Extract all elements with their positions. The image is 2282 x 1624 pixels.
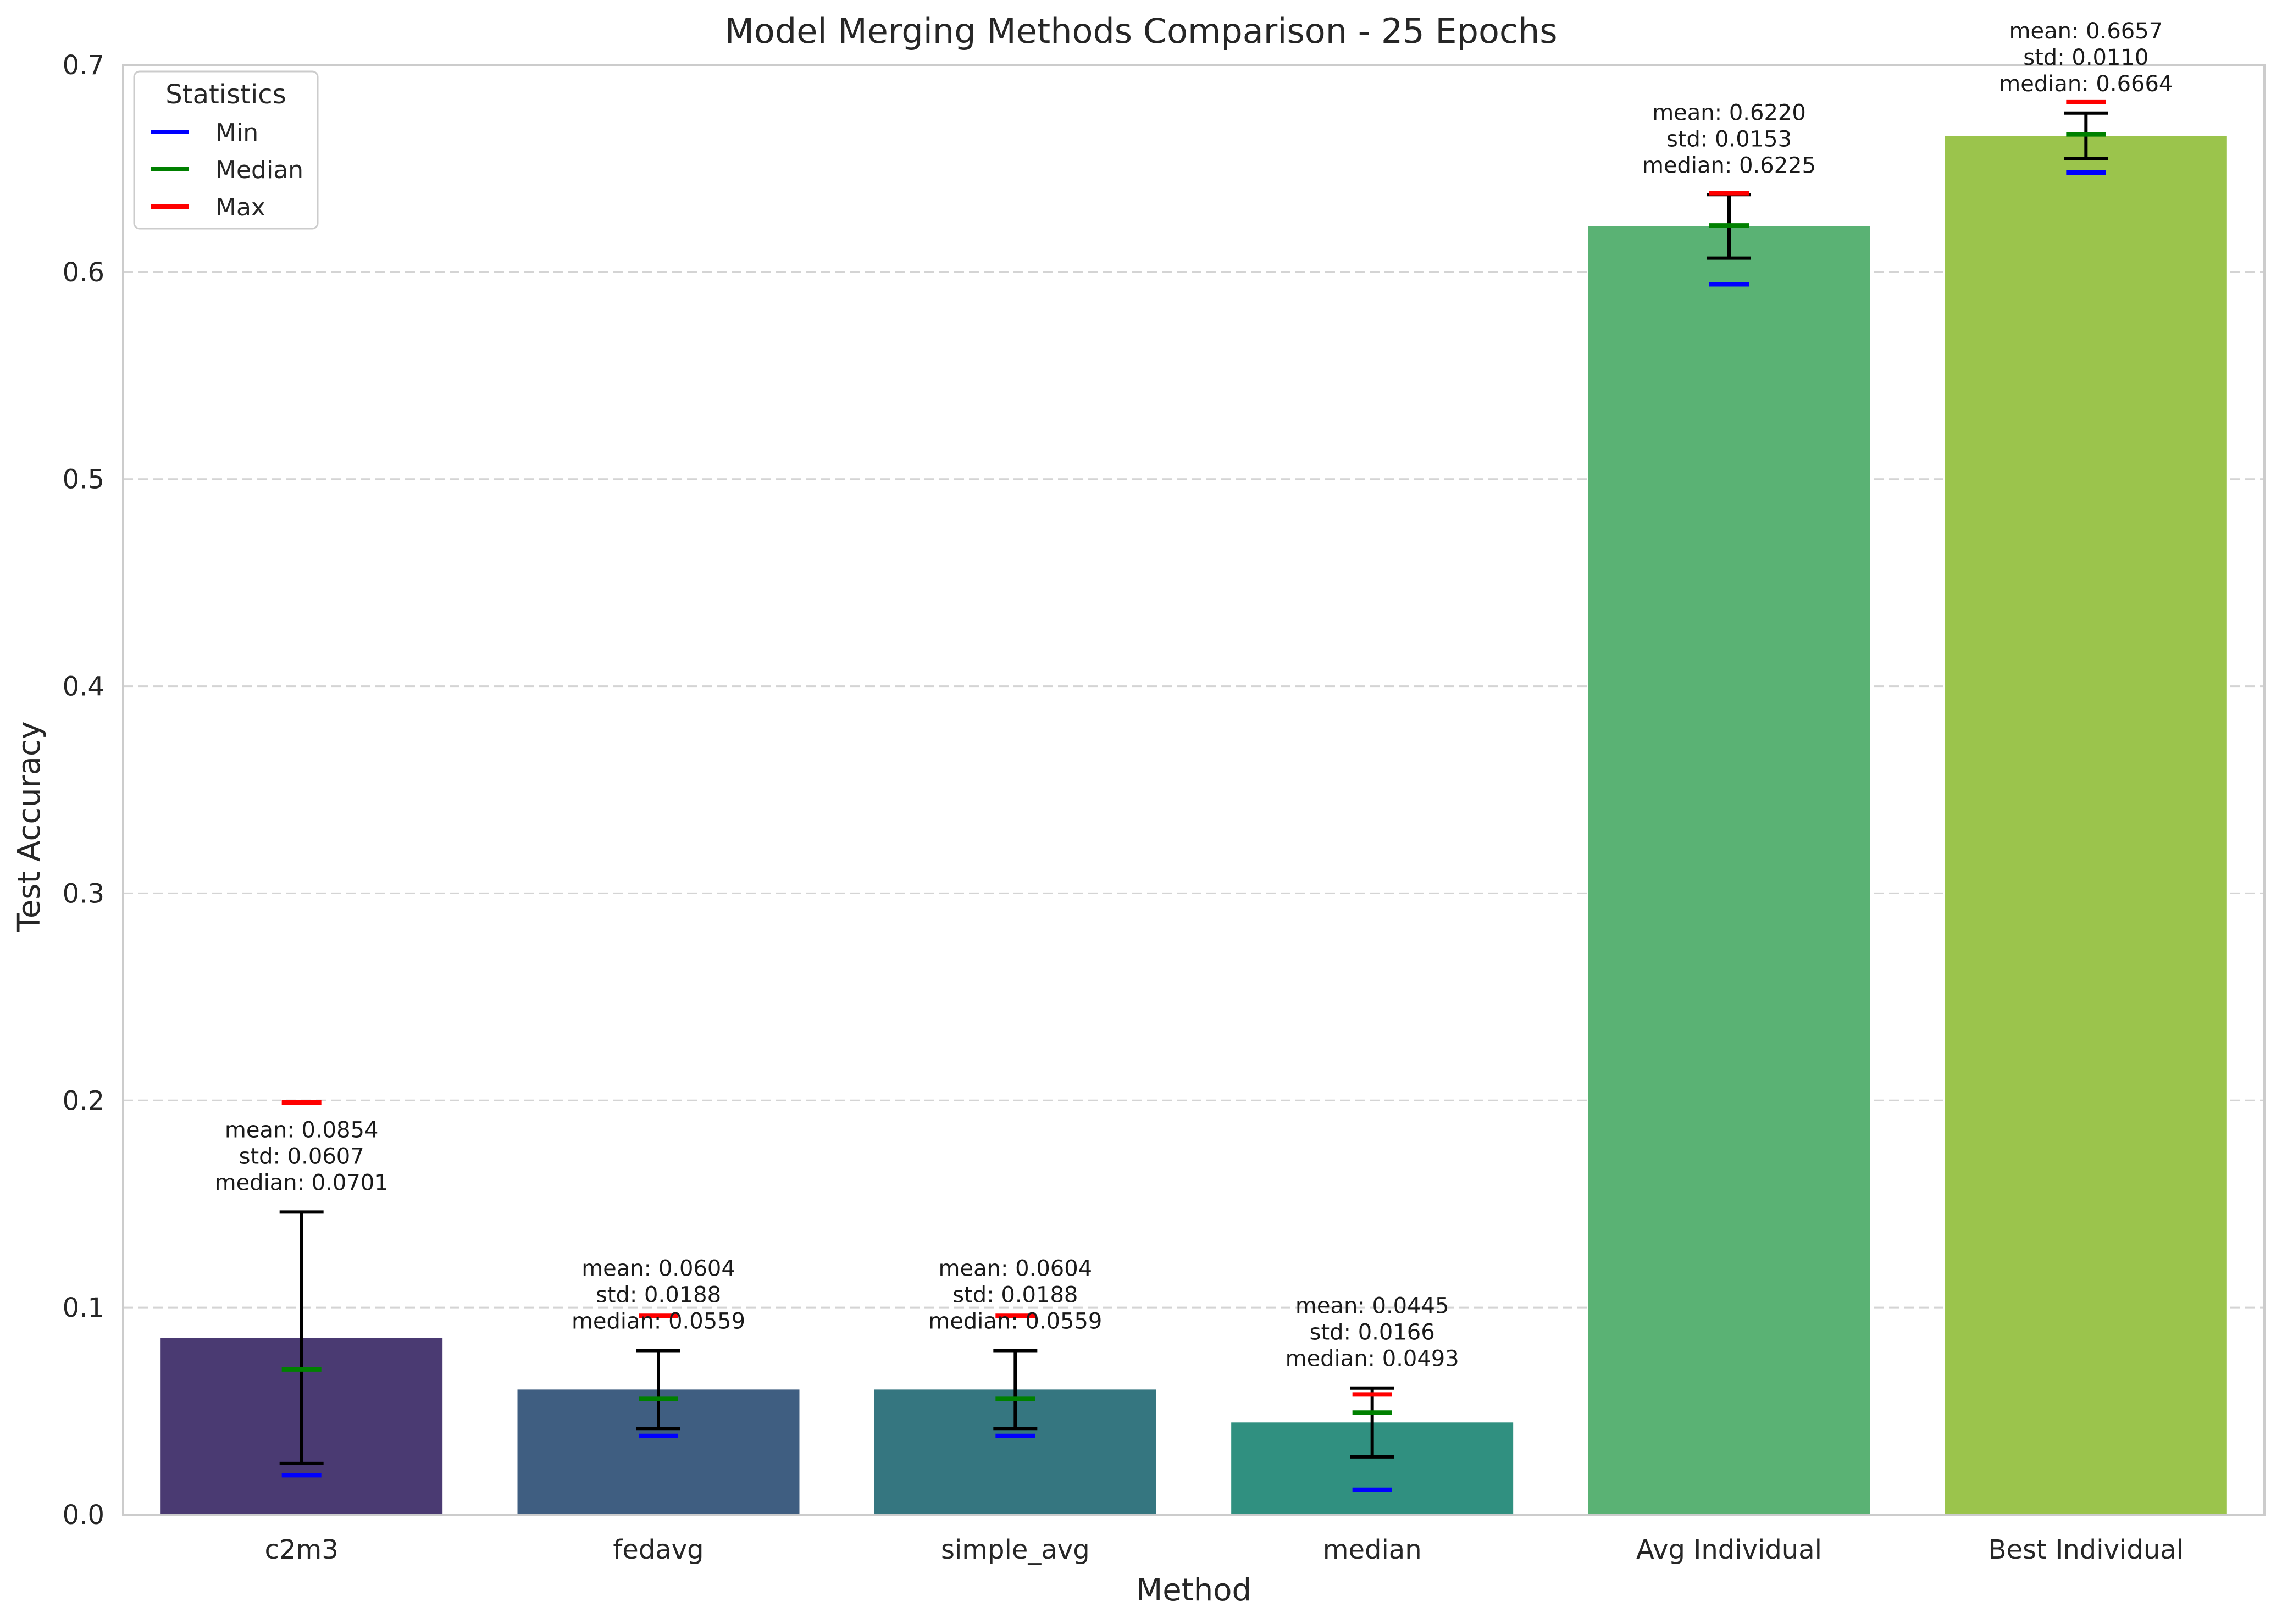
y-tick-label: 0.6: [63, 257, 104, 288]
data-label: median: 0.0559: [572, 1309, 745, 1334]
data-label: std: 0.0188: [596, 1283, 721, 1308]
data-label: median: 0.0559: [928, 1309, 1102, 1334]
legend-label: Min: [215, 119, 258, 147]
data-label: median: 0.6225: [1642, 153, 1816, 178]
chart-title: Model Merging Methods Comparison - 25 Ep…: [724, 11, 1557, 51]
data-label: mean: 0.0445: [1295, 1294, 1449, 1319]
y-tick-label: 0.7: [63, 50, 104, 81]
legend-label: Max: [215, 193, 265, 221]
data-label: median: 0.6664: [1999, 71, 2173, 97]
y-tick-label: 0.3: [63, 878, 104, 909]
data-label: std: 0.0166: [1310, 1320, 1435, 1345]
legend-title: Statistics: [165, 79, 286, 110]
data-label: std: 0.0153: [1666, 126, 1792, 152]
statistics-markers: [279, 99, 2108, 1492]
data-label: std: 0.0110: [2023, 45, 2148, 70]
y-tick-label: 0.1: [63, 1293, 104, 1323]
data-label: mean: 0.6657: [2009, 19, 2163, 44]
data-label: median: 0.0701: [215, 1170, 389, 1195]
axes: 0.0 0.1 0.2 0.3 0.4 0.5 0.6 0.7 c2m3 fedavg simple…: [63, 50, 2266, 1565]
bar-best-individual: [1945, 136, 2227, 1515]
x-axis-label: Method: [1136, 1572, 1251, 1608]
legend: Statistics Min Median Max: [133, 70, 319, 230]
y-axis-label: Test Accuracy: [12, 721, 47, 933]
data-label: mean: 0.0854: [225, 1117, 379, 1143]
data-label: std: 0.0607: [239, 1144, 364, 1169]
legend-label: Median: [215, 156, 303, 184]
data-label: mean: 0.0604: [939, 1256, 1093, 1282]
data-label: mean: 0.0604: [581, 1256, 735, 1282]
y-tick-label: 0.2: [63, 1085, 104, 1116]
data-label: std: 0.0188: [952, 1283, 1078, 1308]
bar-avg-individual: [1588, 226, 1870, 1515]
data-label: median: 0.0493: [1286, 1346, 1459, 1372]
data-label: mean: 0.6220: [1652, 100, 1806, 125]
y-tick-label: 0.5: [63, 464, 104, 495]
x-tick-label: fedavg: [613, 1534, 704, 1565]
y-tick-label: 0.4: [63, 672, 104, 702]
x-tick-label: c2m3: [265, 1534, 339, 1565]
x-tick-label: Best Individual: [1989, 1534, 2184, 1565]
x-tick-label: Avg Individual: [1636, 1534, 1822, 1565]
plot-frame: [122, 64, 2266, 1516]
x-tick-label: simple_avg: [941, 1534, 1090, 1565]
x-tick-label: median: [1323, 1534, 1422, 1565]
y-tick-label: 0.0: [63, 1500, 104, 1531]
legend-box: [133, 70, 319, 230]
